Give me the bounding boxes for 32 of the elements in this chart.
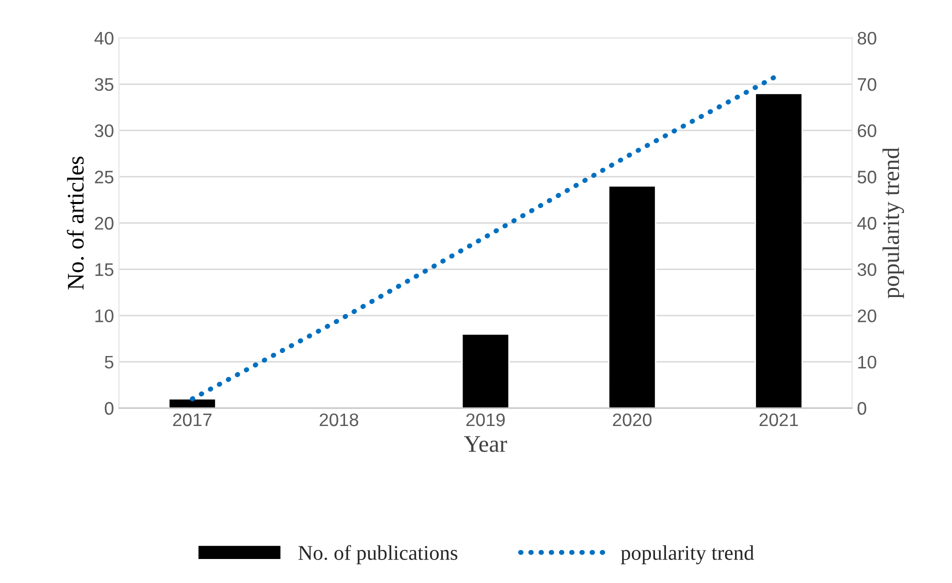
x-tick-label: 2019 [466,413,505,426]
y-tick-label: 0 [104,402,114,415]
legend-label: popularity trend [620,545,754,564]
y-tick-label: 20 [94,216,114,230]
legend-label: No. of publications [298,545,458,564]
x-tick-label: 2017 [173,413,212,426]
y2-tick-label: 30 [858,263,876,276]
y2-tick-label: 0 [858,402,866,415]
y-axis-title: No. of articles [66,156,84,290]
y-tick-label: 15 [95,263,114,276]
y2-tick-label: 20 [858,309,876,322]
y2-tick-label: 50 [858,170,876,184]
bar [168,398,216,408]
x-tick-label: 2020 [612,413,652,426]
x-tick-label: 2021 [760,413,798,426]
bar [461,333,510,408]
y2-axis-title: popularity trend [882,148,904,298]
y2-tick-label: 10 [858,356,876,369]
y-tick-label: 30 [94,124,114,138]
x-tick-label: 2018 [320,413,358,426]
y2-tick-label: 60 [858,124,876,138]
bar [608,185,656,408]
y2-tick-label: 80 [858,32,876,45]
bar [754,92,803,408]
y-tick-label: 40 [94,32,114,45]
y2-tick-label: 70 [858,78,876,91]
y2-tick-label: 40 [857,216,876,230]
y-tick-label: 10 [95,309,114,322]
y-tick-label: 25 [94,170,114,184]
y-tick-label: 5 [104,356,114,369]
y-tick-label: 35 [94,78,114,91]
x-axis-title: Year [464,436,508,452]
